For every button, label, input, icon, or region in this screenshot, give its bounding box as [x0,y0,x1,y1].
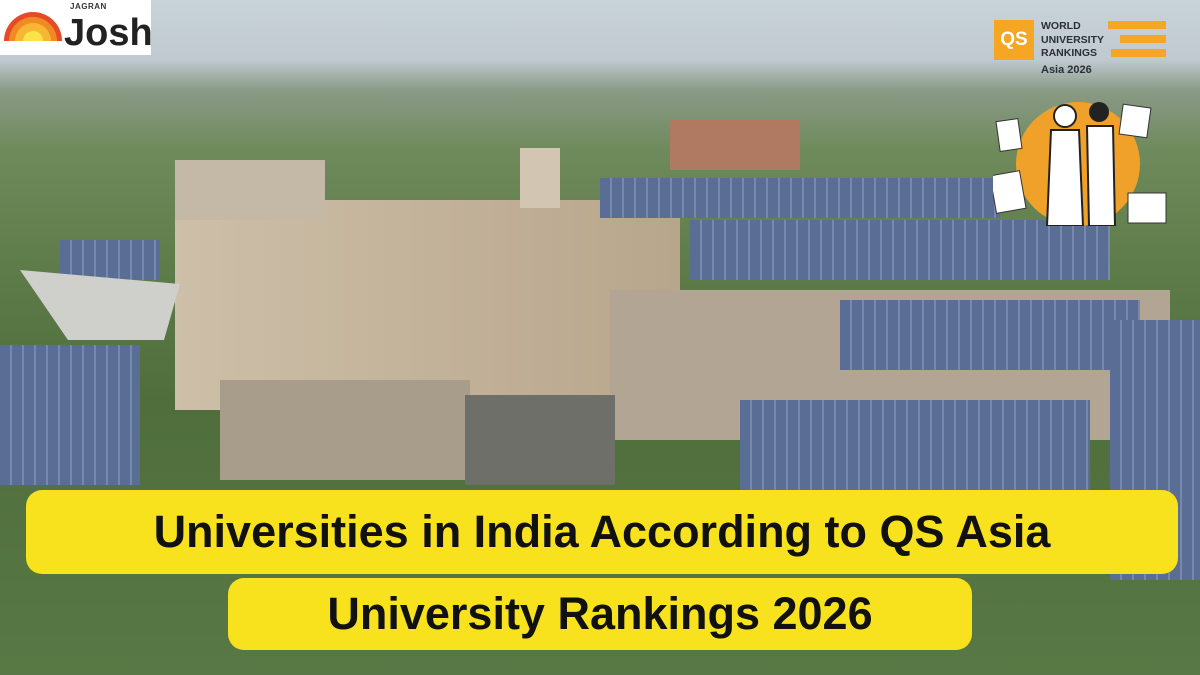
solar-panels [600,178,1000,218]
qs-bar [1108,21,1166,29]
qs-bar [1111,49,1166,57]
qs-line-university: UNIVERSITY [1041,33,1105,46]
logo-jagran-text: JAGRAN [70,2,107,11]
solar-panels [690,220,1110,280]
students-globe-illustration [993,102,1167,226]
qs-line-world: WORLD [1041,20,1081,32]
building [175,160,325,220]
road [465,395,615,485]
qs-line-rankings: RANKINGS [1041,47,1098,59]
solar-panels [60,240,160,280]
jagran-josh-logo: JAGRAN Josh [0,0,153,55]
solar-panels [840,300,1140,370]
building [520,148,560,208]
headline-line-1: Universities in India According to QS As… [26,490,1178,574]
qs-bar [1120,35,1166,43]
building [175,200,680,410]
qs-mark: QS [994,20,1034,60]
building [670,120,800,170]
solar-panels [740,400,1090,490]
sun-logo-icon [4,12,62,41]
qs-edition: Asia 2026 [1041,64,1092,76]
headline-line-2: University Rankings 2026 [228,578,972,650]
qs-logo-text: WORLD UNIVERSITY RANKINGS [1041,20,1104,61]
building [220,380,470,480]
logo-josh-text: Josh [64,12,153,54]
solar-panels [0,345,140,485]
building [20,270,180,340]
